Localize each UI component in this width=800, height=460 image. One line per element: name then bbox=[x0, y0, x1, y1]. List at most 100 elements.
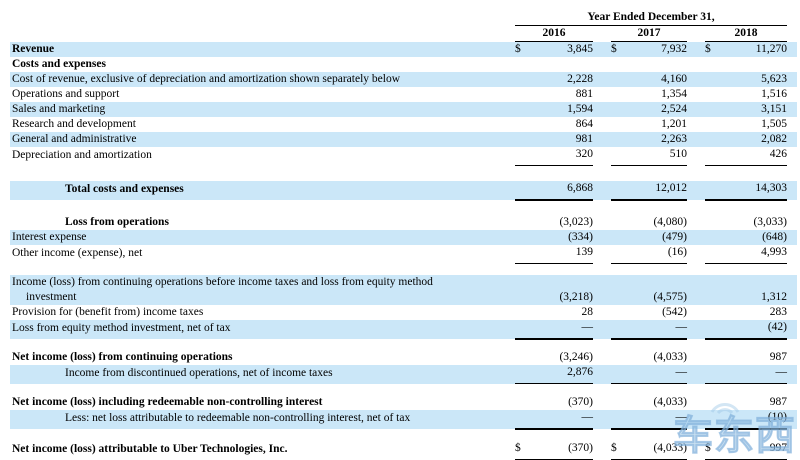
value: (542) bbox=[662, 306, 687, 318]
row-edge bbox=[787, 72, 797, 87]
value-cell: (42) bbox=[705, 320, 787, 340]
value: 1,201 bbox=[661, 118, 687, 130]
row-label: Other income (expense), net bbox=[12, 246, 143, 259]
value-cell: 5,623 bbox=[705, 72, 787, 87]
value-cell-content: 2,082 bbox=[705, 132, 787, 147]
value-cell-content: 426 bbox=[705, 147, 787, 162]
value: (3,218) bbox=[559, 291, 593, 303]
column-gap bbox=[687, 87, 705, 102]
column-gap bbox=[687, 26, 705, 42]
year-header-row: 2016 2017 2018 bbox=[10, 25, 797, 42]
column-gap bbox=[593, 102, 611, 117]
value-cell: 987 bbox=[705, 395, 787, 410]
row-edge bbox=[787, 441, 797, 460]
value-cell-content: (648) bbox=[705, 230, 787, 245]
value-cell: — bbox=[611, 320, 687, 340]
value-cell-content: 6,868 bbox=[515, 181, 593, 196]
header-spacer-cell bbox=[787, 26, 797, 42]
table-row: Research and development 864 1,201 1,505 bbox=[10, 117, 797, 132]
row-edge bbox=[787, 350, 797, 365]
value-cell-content: 864 bbox=[515, 117, 593, 132]
column-gap bbox=[687, 245, 705, 264]
period-header: Year Ended December 31, bbox=[515, 6, 787, 26]
value-cell-content: 283 bbox=[705, 305, 787, 320]
value-cell-content: (4,080) bbox=[611, 215, 687, 230]
value-cell-content: — bbox=[515, 410, 594, 425]
value-cell: (334) bbox=[515, 230, 593, 245]
spacer-row bbox=[10, 200, 797, 215]
row-label: Sales and marketing bbox=[10, 102, 515, 117]
value-cell-content: (3,023) bbox=[515, 215, 593, 230]
row-label: General and administrative bbox=[10, 132, 515, 147]
value-cell-content: 2,524 bbox=[611, 102, 687, 117]
column-gap bbox=[593, 350, 611, 365]
value-cell-content: 881 bbox=[515, 87, 593, 102]
value-cell bbox=[611, 57, 687, 72]
column-header-2017: 2017 bbox=[611, 25, 687, 42]
value-cell: 864 bbox=[515, 117, 593, 132]
row-label: Cost of revenue, exclusive of depreciati… bbox=[10, 72, 515, 87]
value-cell: (3,218) bbox=[515, 275, 593, 305]
value: (4,033) bbox=[653, 396, 687, 408]
row-edge bbox=[787, 365, 797, 384]
value: (370) bbox=[568, 396, 593, 408]
value-cell-content: 1,594 bbox=[515, 102, 593, 117]
spacer-row bbox=[10, 165, 797, 181]
watermark-signal-icon bbox=[710, 402, 740, 414]
value: (3,246) bbox=[559, 351, 593, 363]
table-row: Income from discontinued operations, net… bbox=[10, 365, 797, 384]
row-edge bbox=[787, 215, 797, 230]
header-spacer-cell bbox=[10, 26, 515, 42]
row-edge bbox=[787, 41, 797, 57]
value-cell-content: (3,033) bbox=[705, 215, 787, 230]
column-gap bbox=[687, 350, 705, 365]
value: 510 bbox=[669, 148, 687, 160]
value: 4,160 bbox=[661, 73, 687, 85]
value-cell-content: 510 bbox=[611, 147, 687, 162]
column-gap bbox=[593, 87, 611, 102]
table-row: Other income (expense), net 139 (16) 4,993 bbox=[10, 245, 797, 264]
value-cell-content: 139 bbox=[515, 245, 593, 260]
value: 4,993 bbox=[761, 246, 787, 258]
value-cell-content: $11,270 bbox=[705, 42, 787, 57]
value-cell-content: 2,263 bbox=[611, 132, 687, 147]
column-gap bbox=[687, 147, 705, 166]
value-cell: (3,246) bbox=[515, 350, 593, 365]
table-row: General and administrative 981 2,263 2,082 bbox=[10, 132, 797, 147]
value: 28 bbox=[581, 306, 594, 318]
row-label: Costs and expenses bbox=[12, 58, 106, 70]
value: 5,623 bbox=[761, 73, 787, 85]
period-header-row: Year Ended December 31, bbox=[10, 6, 797, 26]
value: 2,263 bbox=[661, 133, 687, 145]
row-label: Total costs and expenses bbox=[10, 181, 515, 200]
value: (648) bbox=[762, 231, 787, 243]
income-statement-table: Year Ended December 31, 2016 2017 2018 R… bbox=[10, 6, 797, 460]
value-cell-content: 987 bbox=[705, 395, 787, 410]
spacer-row bbox=[10, 383, 797, 395]
value: 3,845 bbox=[567, 43, 593, 55]
value: — bbox=[581, 411, 594, 423]
row-edge bbox=[787, 132, 797, 147]
value-cell: 2,263 bbox=[611, 132, 687, 147]
column-gap bbox=[593, 275, 611, 305]
value: — bbox=[675, 411, 688, 423]
value: (4,575) bbox=[653, 291, 687, 303]
value: 1,516 bbox=[761, 88, 787, 100]
row-edge bbox=[787, 147, 797, 166]
spacer-cell bbox=[10, 263, 797, 275]
value-cell-content: 4,160 bbox=[611, 72, 687, 87]
row-label: Net income (loss) attributable to Uber T… bbox=[12, 442, 288, 455]
value-cell: 283 bbox=[705, 305, 787, 320]
value: (4,033) bbox=[653, 351, 687, 363]
value-cell-content: (479) bbox=[611, 230, 687, 245]
spacer-cell bbox=[10, 165, 797, 181]
value-cell: $ (370) bbox=[515, 441, 593, 460]
value-cell: $3,845 bbox=[515, 41, 593, 57]
table-row: Costs and expenses bbox=[10, 57, 797, 72]
table-row: Interest expense (334) (479) (648) bbox=[10, 230, 797, 245]
table-row: Income (loss) from continuing operations… bbox=[10, 275, 797, 305]
column-gap bbox=[687, 57, 705, 72]
value-cell-content: 1,201 bbox=[611, 117, 687, 132]
column-gap bbox=[593, 230, 611, 245]
